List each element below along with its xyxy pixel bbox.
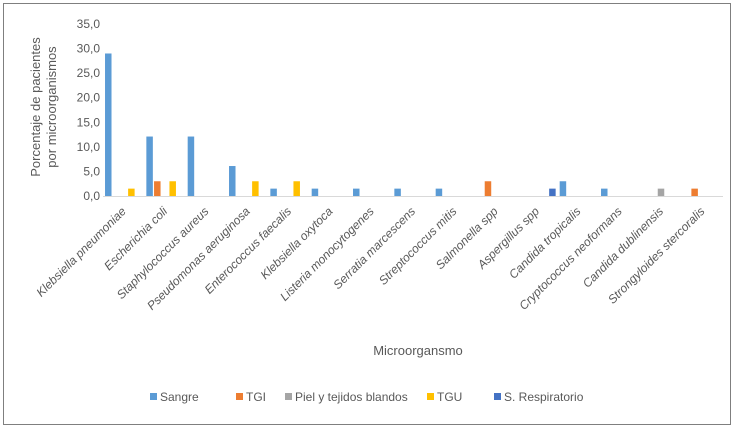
bar-tgu-klebsiella-pneumoniae [128, 188, 135, 196]
y-tick-label: 25,0 [77, 66, 101, 80]
bar-sangre-streptococcus-mitis [435, 188, 443, 196]
y-axis-title-line-2: por microorganismos [44, 46, 59, 168]
bar-sangre-pseudomonas-aeruginosa [229, 166, 236, 196]
bar-sangre-cryptococcus-neoformans [601, 188, 608, 196]
bar-piel-y-tejidos-blandos-candida-dublinensis [657, 188, 665, 196]
bars [105, 53, 698, 196]
chart-frame [3, 3, 731, 425]
bar-tgi-salmonella-spp [484, 181, 492, 196]
y-tick-label: 10,0 [77, 140, 101, 154]
y-tick-label: 20,0 [77, 91, 101, 105]
bar-sangre-escherichia-coli [146, 136, 153, 196]
bar-tgu-escherichia-coli [169, 181, 176, 196]
bar-tgu-enterococcus-faecalis [293, 181, 300, 196]
bar-sangre-listeria-monocytogenes [353, 188, 360, 196]
bar-sangre-staphylococcus-aureus [187, 136, 195, 196]
x-tick-label: Streptococcus mitis [376, 204, 459, 287]
y-tick-label: 5,0 [83, 164, 100, 178]
bar-sangre-candida-tropicalis [559, 181, 567, 196]
x-tick-label: Candida tropicalis [506, 204, 583, 281]
legend-swatch-s-respiratorio [494, 393, 501, 400]
x-tick-label: Klebsiella oxytoca [258, 204, 336, 282]
bar-s-respiratorio-aspergillus-spp [549, 188, 556, 196]
legend-label-tgu: TGU [437, 390, 462, 404]
legend: Sangre TGI Piel y tejidos blandos TGU S. Res… [150, 390, 584, 404]
legend-label-tgi: TGI [246, 390, 266, 404]
bar-tgi-strongyloides-stercoralis [691, 188, 698, 196]
legend-swatch-sangre [150, 393, 157, 400]
bar-sangre-enterococcus-faecalis [270, 188, 277, 196]
bar-sangre-klebsiella-oxytoca [311, 188, 319, 196]
x-axis-title: Microorgansmo [373, 343, 463, 358]
legend-label-sangre: Sangre [160, 390, 199, 404]
y-tick-label: 0,0 [83, 189, 100, 203]
legend-swatch-tgu [427, 393, 434, 400]
y-axis-title-line-1: Porcentaje de pacientes [28, 37, 43, 177]
bar-sangre-klebsiella-pneumoniae [105, 53, 112, 196]
legend-label-piel-y-tejidos-blandos: Piel y tejidos blandos [295, 390, 408, 404]
bar-tgi-escherichia-coli [154, 181, 161, 196]
bar-sangre-serratia-marcescens [394, 188, 401, 196]
y-tick-label: 35,0 [77, 17, 101, 31]
y-tick-label: 30,0 [77, 42, 101, 56]
legend-swatch-piel-y-tejidos-blandos [285, 393, 292, 400]
legend-swatch-tgi [236, 393, 243, 400]
y-axis-ticks: 0,0 5,0 10,0 15,0 20,0 25,0 30,0 35,0 [77, 17, 101, 203]
y-tick-label: 15,0 [77, 115, 101, 129]
legend-label-s-respiratorio: S. Respiratorio [504, 390, 584, 404]
bar-tgu-pseudomonas-aeruginosa [252, 181, 259, 196]
